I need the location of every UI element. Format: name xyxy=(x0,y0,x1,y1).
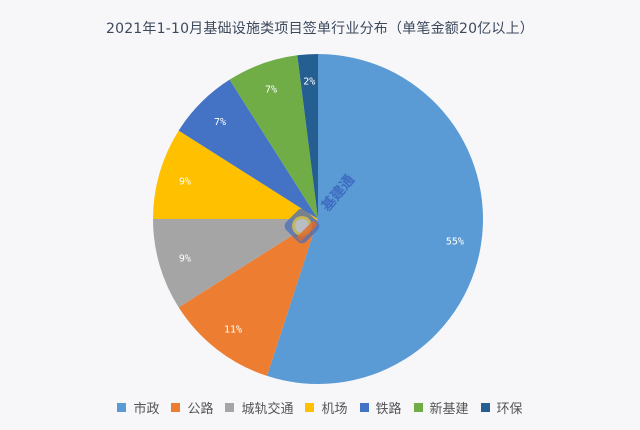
legend-swatch-icon xyxy=(359,403,369,412)
pie-slice xyxy=(153,219,318,308)
chart-title: 2021年1-10月基础设施类项目签单行业分布（单笔金额20亿以上） xyxy=(105,21,534,37)
slice-label: 11% xyxy=(224,325,242,336)
pie-slice xyxy=(178,79,318,220)
legend-item[interactable]: 机场 xyxy=(305,398,348,417)
legend-swatch-icon xyxy=(117,403,127,412)
slice-label: 9% xyxy=(179,254,191,265)
legend-swatch-icon xyxy=(480,403,490,412)
legend-label: 市政 xyxy=(133,402,160,417)
pie-slice xyxy=(267,54,484,384)
legend-swatch-icon xyxy=(171,403,181,412)
slice-label: 9% xyxy=(179,176,191,187)
legend-label: 城轨交通 xyxy=(241,402,294,417)
legend-swatch-icon xyxy=(413,403,423,412)
legend-label: 新基建 xyxy=(429,402,469,417)
slice-label: 2% xyxy=(303,77,315,88)
legend-label: 环保 xyxy=(496,402,523,417)
pie-chart: 55%11%9%9%7%7%2% 基建通 xyxy=(153,54,484,384)
pie-slice xyxy=(229,55,318,220)
legend-swatch-icon xyxy=(225,403,235,412)
legend: 市政 公路 城轨交通 机场 铁路 新基建 环保 xyxy=(0,398,640,417)
legend-item[interactable]: 市政 xyxy=(117,398,159,417)
pie-slices xyxy=(153,54,484,384)
legend-item[interactable]: 环保 xyxy=(480,398,523,417)
pie-labels: 55% 11% 9% 9% 7% 7% 2% xyxy=(179,77,464,336)
legend-swatch-icon xyxy=(305,403,315,412)
legend-label: 铁路 xyxy=(375,402,402,417)
slice-label: 55% xyxy=(446,237,464,248)
watermark-logo-icon xyxy=(284,208,320,244)
legend-label: 机场 xyxy=(321,402,348,417)
legend-item[interactable]: 城轨交通 xyxy=(225,398,293,417)
legend-item[interactable]: 公路 xyxy=(171,398,213,417)
pie-slice xyxy=(297,54,318,219)
pie-slice xyxy=(153,130,318,219)
slice-label: 7% xyxy=(265,85,277,96)
pie-slice xyxy=(178,219,318,376)
legend-item[interactable]: 新基建 xyxy=(413,398,469,417)
legend-item[interactable]: 铁路 xyxy=(359,398,402,417)
legend-label: 公路 xyxy=(187,402,214,417)
slice-label: 7% xyxy=(214,117,226,128)
